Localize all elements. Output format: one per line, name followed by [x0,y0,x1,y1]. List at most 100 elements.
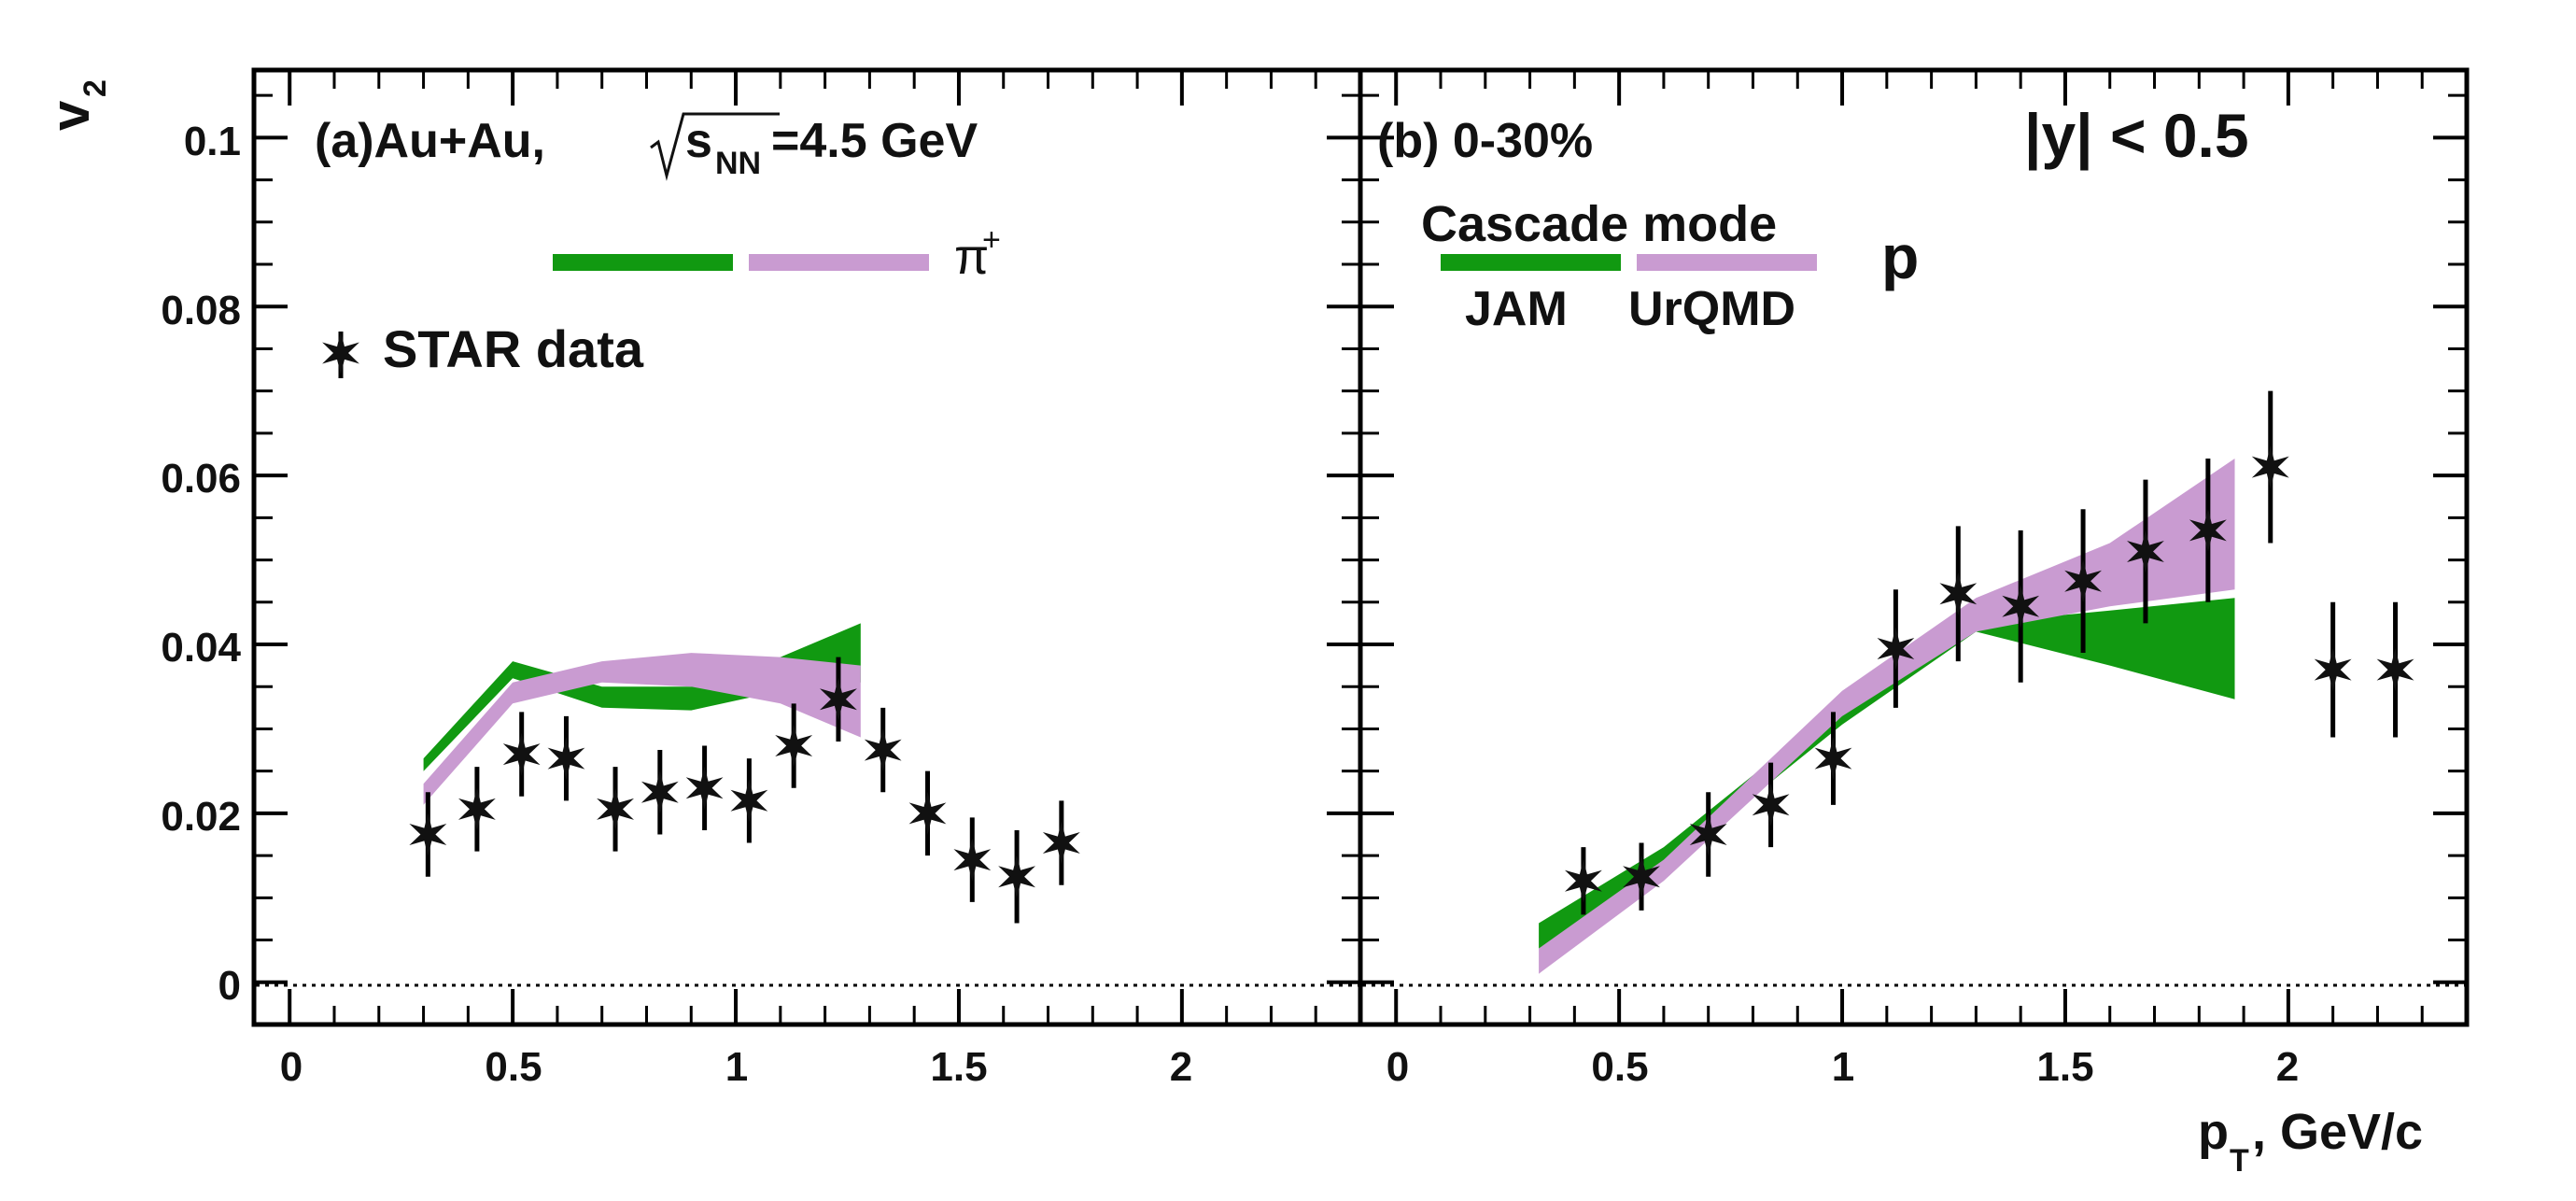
star-data-point [2251,390,2289,544]
rapidity-label: |y| < 0.5 [2024,101,2249,172]
energy-subscript: NN [715,146,761,181]
x-axis-label-sub: T [2230,1143,2249,1179]
panel-b-model-bands [1539,459,2235,974]
star-marker [2127,530,2164,573]
star-marker [820,677,857,721]
panel-a-x-tick-3: 1.5 [930,1044,987,1090]
pion-urqmd-swatch [749,254,929,271]
star-data-point [458,767,496,852]
proton-label: p [1881,222,1919,291]
x-axis-label-units: , GeV/c [2252,1104,2423,1160]
panel-b-x-tick-3: 1.5 [2036,1044,2093,1090]
star-data-point [864,707,902,793]
star-data-point [2064,509,2102,654]
urqmd-legend-label: UrQMD [1628,282,1795,336]
star-marker [1814,737,1852,781]
panel-a-band-jam [423,623,861,771]
y-tick-label-0: 0 [218,963,241,1009]
panel-a-band-urqmd [423,653,861,805]
star-data-point [2002,530,2040,683]
star-marker [502,732,541,776]
star-marker [1752,783,1790,827]
panel-b-band-jam [1539,598,2235,949]
star-data-point [1939,526,1978,662]
star-data-point [953,817,992,902]
y-tick-label-5: 0.1 [184,119,241,164]
star-data-point [2376,601,2414,738]
panel-b-x-tick-4: 2 [2276,1044,2299,1090]
panel-a-x-tick-4: 2 [1170,1044,1192,1090]
star-marker [409,812,447,856]
panel-a-x-tick-2: 1 [725,1044,748,1090]
star-data-point [775,703,813,788]
star-data-point [1042,800,1080,885]
y-axis-label: v 2 [40,79,113,131]
star-data-point [547,715,585,801]
star-marker [864,728,902,772]
panel-b-band-urqmd [1539,459,2235,974]
star-data-point [998,829,1035,924]
urqmd-swatch [1637,254,1817,271]
energy-s: s [685,114,712,168]
jam-swatch [1441,254,1621,271]
star-marker [640,770,679,814]
pion-charge: + [982,222,1001,258]
star-data-legend-marker [322,332,359,378]
star-data-point [730,758,768,843]
jam-legend-label: JAM [1465,282,1568,336]
star-marker [685,766,724,810]
star-marker [2314,648,2352,692]
star-data-point [685,745,724,830]
y-axis-label-sub: 2 [77,79,113,97]
energy-value: =4.5 GeV [771,114,978,168]
pion-jam-swatch [553,254,733,271]
panel-b-ticks [1360,70,2467,1024]
star-data-point [1814,712,1852,805]
star-marker [1689,812,1727,856]
panel-a-x-tick-0: 0 [280,1044,303,1090]
star-data-point [502,712,541,797]
star-data-point [908,770,947,856]
star-marker [597,787,634,831]
panel-b-x-tick-0: 0 [1387,1044,1409,1090]
star-marker [1939,572,1978,615]
x-axis-label-p: p [2198,1104,2229,1160]
star-marker [1623,855,1660,898]
star-data-legend-label: STAR data [383,319,644,378]
star-data-point [1752,762,1790,848]
y-tick-label-3: 0.06 [161,456,241,502]
star-marker [458,787,496,831]
panel-b-star-data [1565,390,2414,915]
sqrt-sign [650,112,780,181]
panel-a-x-tick-1: 0.5 [485,1044,542,1090]
star-marker [775,724,813,768]
pion-label: π [954,229,989,285]
star-marker [2251,445,2289,489]
panel-b-frame [1358,67,2470,1027]
star-marker [730,779,768,823]
legend-star-shape [322,332,359,374]
star-data-point [2314,601,2352,738]
panel-a-ticks [254,70,1360,1024]
star-data-point [1623,842,1660,911]
panel-b: 0 0.5 1 1.5 2 p T , GeV/c (b) 0-30% |y| … [1358,67,2470,1179]
panel-a-model-bands [423,623,861,805]
panel-a-star-data [409,657,1080,924]
y-tick-label-2: 0.04 [161,625,241,671]
star-data-point [2127,479,2164,624]
star-data-point [1689,792,1727,877]
y-axis-label-v: v [40,101,101,131]
panel-a: 0 0.02 0.04 0.06 0.08 0.1 0 0.5 1 1.5 2 … [40,67,1363,1090]
star-marker [908,791,947,835]
star-data-point [1877,589,1915,708]
y-tick-label-4: 0.08 [161,288,241,333]
cascade-mode-title: Cascade mode [1421,196,1777,252]
y-tick-label-1: 0.02 [161,794,241,840]
star-marker [2376,648,2414,692]
star-data-point [1565,847,1602,915]
star-data-point [2189,459,2227,602]
panel-b-label: (b) 0-30% [1377,114,1593,168]
panel-b-x-tick-1: 0.5 [1591,1044,1648,1090]
star-marker [2002,585,2040,629]
star-data-point [640,750,679,835]
